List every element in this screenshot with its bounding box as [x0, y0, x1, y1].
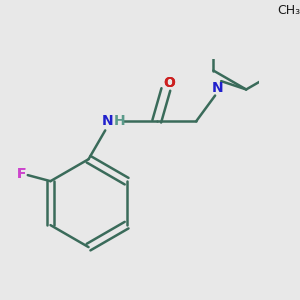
Text: F: F: [17, 167, 26, 181]
Text: F: F: [17, 167, 26, 181]
Text: CH₃: CH₃: [277, 4, 300, 17]
Text: O: O: [164, 76, 176, 90]
Text: N: N: [212, 81, 223, 95]
Text: O: O: [164, 76, 176, 90]
Text: H: H: [114, 114, 125, 128]
Text: N: N: [102, 114, 113, 128]
